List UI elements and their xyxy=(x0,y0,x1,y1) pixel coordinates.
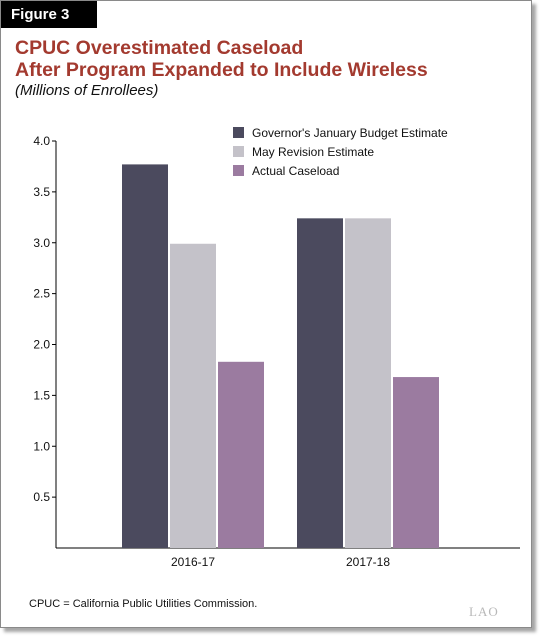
bar xyxy=(345,218,391,548)
footnote: CPUC = California Public Utilities Commi… xyxy=(29,598,258,610)
bar xyxy=(170,243,216,548)
y-tick-label: 3.0 xyxy=(33,236,50,250)
x-tick-label: 2016-17 xyxy=(171,555,215,569)
lao-logo: LAO xyxy=(469,604,499,619)
figure-label: Figure 3 xyxy=(1,1,97,28)
x-tick-label: 2017-18 xyxy=(346,555,390,569)
chart-title-line-1: CPUC Overestimated Caseload xyxy=(15,37,304,59)
chart-title-line-2: After Program Expanded to Include Wirele… xyxy=(15,59,428,81)
chart-title: CPUC Overestimated Caseload After Progra… xyxy=(15,37,485,81)
legend-swatch xyxy=(233,165,244,176)
bar xyxy=(297,218,343,548)
chart-subtitle: (Millions of Enrollees) xyxy=(15,82,159,99)
y-tick-label: 1.0 xyxy=(33,439,50,453)
bar xyxy=(122,164,168,548)
y-tick-label: 2.5 xyxy=(33,287,50,301)
y-tick-label: 2.0 xyxy=(33,338,50,352)
legend-label: Governor's January Budget Estimate xyxy=(252,126,448,140)
legend-label: Actual Caseload xyxy=(252,164,339,178)
bar xyxy=(393,377,439,548)
legend-swatch xyxy=(233,146,244,157)
y-tick-label: 0.5 xyxy=(33,490,50,504)
bar xyxy=(218,361,264,548)
y-tick-label: 3.5 xyxy=(33,185,50,199)
legend-swatch xyxy=(233,127,244,138)
legend-label: May Revision Estimate xyxy=(252,145,374,159)
y-tick-label: 1.5 xyxy=(33,388,50,402)
figure-frame: Figure 3 CPUC Overestimated Caseload Aft… xyxy=(0,0,532,628)
y-tick-label: 4.0 xyxy=(33,134,50,148)
